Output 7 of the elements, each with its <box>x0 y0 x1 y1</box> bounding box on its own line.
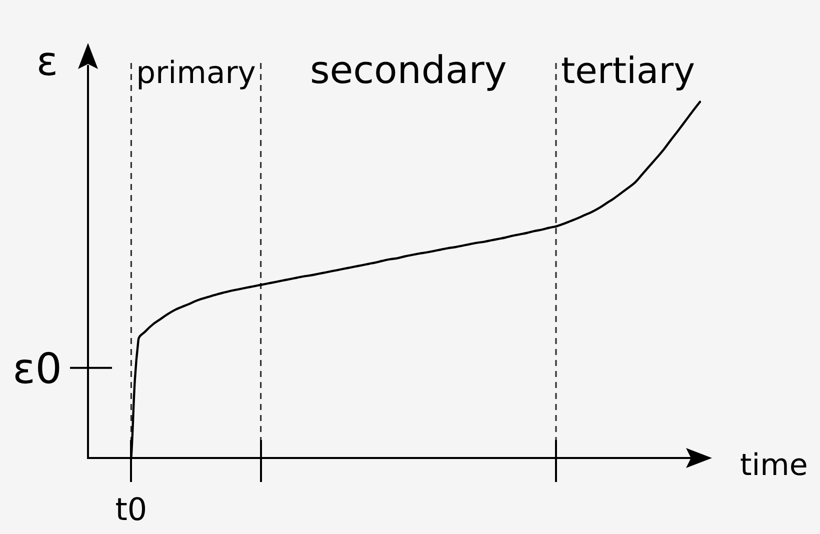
x-axis-title: time <box>740 448 808 483</box>
text: tertiary <box>560 49 696 92</box>
y-axis-title: ε <box>36 39 58 85</box>
ref-line-label: ε0 <box>12 344 62 393</box>
text: secondary <box>310 48 507 92</box>
text: t0 <box>115 492 148 528</box>
text: primary <box>136 56 256 91</box>
